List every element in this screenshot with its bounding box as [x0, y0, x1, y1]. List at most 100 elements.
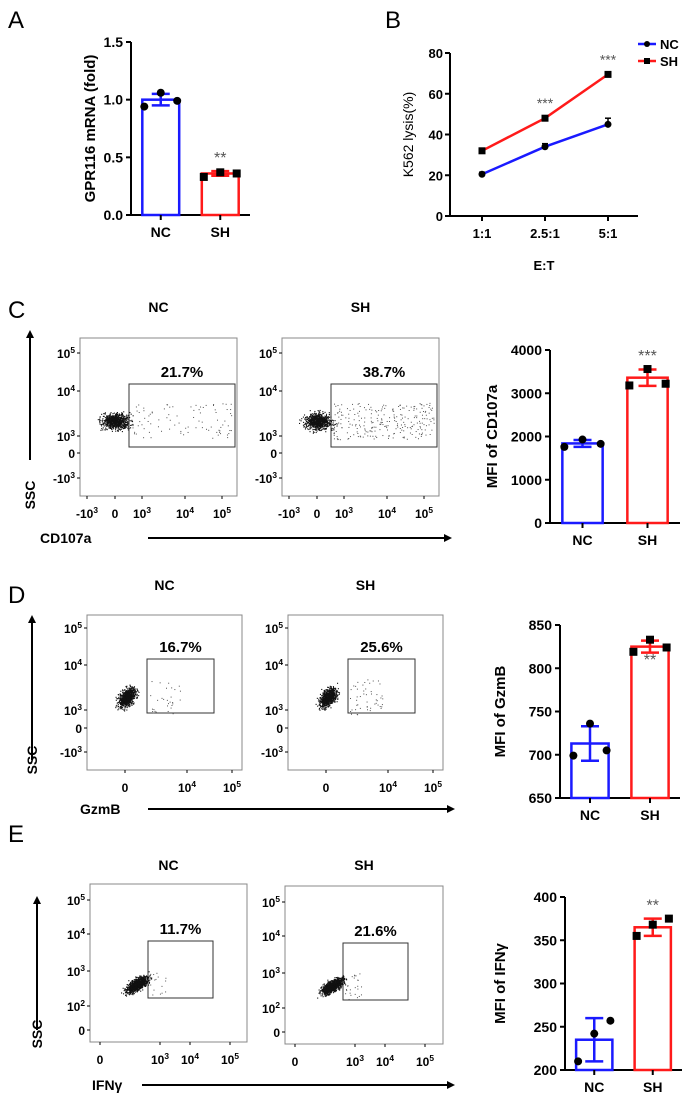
event-dot — [415, 436, 417, 438]
event-dot — [402, 426, 404, 428]
event-dot — [403, 437, 405, 439]
event-dot — [124, 702, 126, 705]
event-dot — [201, 421, 203, 423]
event-dot — [130, 424, 132, 426]
event-dot — [199, 412, 201, 414]
event-dot — [327, 699, 329, 701]
event-dot — [153, 709, 155, 711]
event-dot — [401, 429, 403, 431]
event-dot — [111, 430, 113, 432]
event-dot — [317, 705, 319, 707]
event-dot — [309, 427, 311, 429]
event-dot — [100, 420, 102, 422]
event-dot — [116, 419, 118, 421]
event-dot — [125, 995, 128, 997]
event-dot — [120, 422, 122, 424]
event-dot — [367, 679, 369, 681]
event-dot — [419, 403, 421, 405]
event-dot — [351, 424, 353, 426]
event-dot — [140, 981, 142, 983]
event-dot — [319, 420, 321, 422]
event-dot — [317, 414, 320, 416]
event-dot — [310, 420, 312, 422]
event-dot — [423, 405, 425, 407]
event-dot — [109, 416, 111, 418]
event-dot — [370, 406, 372, 408]
event-dot — [130, 692, 132, 694]
event-dot — [128, 414, 130, 416]
event-dot — [372, 421, 374, 423]
event-dot — [120, 708, 122, 710]
event-dot — [118, 700, 120, 702]
gate-percentage: 38.7% — [363, 364, 406, 381]
event-dot — [312, 431, 315, 433]
event-dot — [306, 416, 308, 418]
event-dot — [332, 686, 334, 688]
event-dot — [172, 703, 174, 705]
event-dot — [306, 426, 308, 428]
event-dot — [318, 421, 320, 423]
event-dot — [336, 436, 338, 438]
event-dot — [316, 414, 318, 416]
event-dot — [121, 706, 123, 709]
event-dot — [105, 417, 107, 419]
event-dot — [318, 416, 320, 418]
y-tick-label: 0.5 — [104, 149, 124, 165]
data-point — [199, 172, 208, 181]
arrow-head-right-icon — [447, 805, 455, 813]
event-dot — [104, 422, 106, 425]
event-dot — [346, 408, 348, 410]
event-dot — [327, 421, 329, 424]
data-point — [606, 1016, 615, 1025]
event-dot — [328, 699, 330, 701]
event-dot — [119, 418, 121, 421]
event-dot — [313, 422, 315, 425]
event-dot — [109, 421, 111, 423]
event-dot — [117, 430, 119, 432]
event-dot — [322, 421, 324, 423]
event-dot — [327, 982, 329, 984]
event-dot — [129, 690, 131, 692]
event-dot — [348, 437, 350, 439]
event-dot — [337, 698, 339, 700]
event-dot — [169, 428, 171, 430]
event-dot — [129, 694, 131, 696]
event-dot — [115, 425, 117, 427]
event-dot — [121, 412, 123, 414]
event-dot — [317, 424, 319, 426]
event-dot — [131, 700, 133, 702]
event-dot — [101, 421, 103, 423]
event-dot — [125, 693, 127, 695]
event-dot — [213, 404, 215, 406]
event-dot — [411, 426, 413, 428]
event-dot — [131, 701, 133, 703]
event-dot — [339, 408, 341, 410]
event-dot — [111, 427, 113, 430]
event-dot — [124, 989, 126, 991]
event-dot — [321, 418, 323, 421]
event-dot — [135, 986, 137, 988]
event-dots — [315, 679, 384, 716]
event-dot — [332, 424, 334, 426]
event-dot — [328, 701, 330, 703]
event-dot — [123, 692, 125, 694]
event-dot — [129, 688, 131, 690]
event-dot — [179, 699, 181, 701]
event-dot — [317, 421, 320, 423]
event-dot — [149, 974, 151, 976]
event-dot — [115, 415, 118, 417]
event-dot — [326, 704, 328, 706]
event-dot — [99, 423, 101, 425]
event-dot — [317, 424, 319, 426]
event-dot — [328, 695, 330, 697]
event-dot — [377, 680, 379, 682]
event-dot — [120, 690, 122, 692]
event-dot — [319, 705, 322, 707]
event-dot — [154, 979, 156, 981]
event-dot — [127, 987, 129, 989]
flow-x-label: CD107a — [40, 530, 92, 546]
event-dot — [313, 421, 315, 423]
event-dot — [324, 700, 326, 702]
